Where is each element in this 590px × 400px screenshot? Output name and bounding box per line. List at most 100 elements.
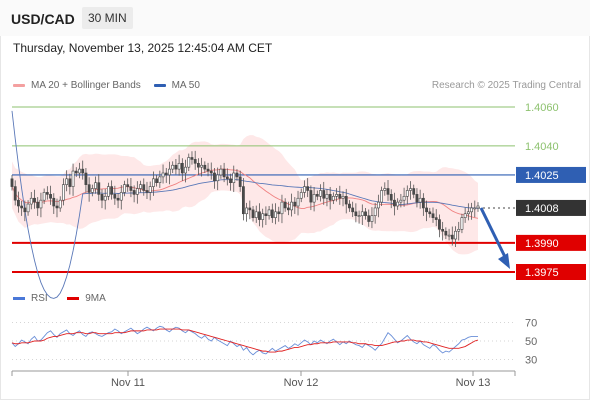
candle-up [460,217,464,230]
rsi-ma-legend-label: 9MA [85,293,106,304]
candle-down [225,176,229,180]
candle-up [373,207,377,217]
forecast-arrow-head-icon [498,253,510,269]
candle-down [415,194,419,203]
ma20-swatch-icon [13,83,25,87]
candle-down [164,172,168,176]
candle-up [39,199,43,209]
candle-down [132,190,136,195]
symbol-title: USD/CAD [11,11,75,27]
legend-ma20-label: MA 20 + Bollinger Bands [31,80,141,91]
candle-up [290,201,294,211]
candle-up [123,184,126,193]
candle-down [258,211,261,220]
candle-down [100,194,104,201]
candle-down [344,195,348,205]
candle-up [357,215,361,218]
candles [10,150,480,247]
candle-down [434,217,438,220]
candle-down [17,199,20,207]
candle-down [84,172,88,185]
candle-down [251,209,255,218]
candle-down [450,234,454,240]
bollinger-band [12,135,478,255]
candle-up [58,199,62,209]
candle-down [283,201,287,209]
credit-text: Research © 2025 Trading Central [431,80,581,91]
candle-up [184,166,187,174]
candle-down [235,172,239,178]
candle-up [312,194,316,203]
candle-down [81,168,85,174]
candle-down [190,157,194,160]
candle-down [45,192,49,195]
candle-down [309,190,313,203]
candle-down [367,215,371,222]
candle-down [113,194,117,199]
price-legend: MA 20 + Bollinger Bands MA 50 [13,80,210,91]
candle-up [42,192,46,201]
x-tick-label: Nov 11 [111,377,145,389]
candle-down [286,207,290,211]
candle-down [222,168,226,178]
candle-up [139,184,142,189]
level-label-box-1.4008 [516,199,586,216]
candle-down [386,188,390,195]
candle-down [428,211,432,215]
candle-up [71,170,75,187]
candle-down [87,184,91,193]
candle-up [62,184,65,201]
level-label-1.4008: 1.4008 [525,203,559,215]
candle-down [33,197,36,203]
level-label-1.3975: 1.3975 [525,267,559,279]
candle-up [119,192,123,201]
candle-down [277,211,281,215]
candle-up [380,190,383,203]
candle-up [280,201,284,215]
candle-up [319,190,322,197]
candle-down [74,170,78,174]
candle-up [148,186,152,193]
candle-up [171,164,175,170]
candle-down [155,178,159,184]
candle-down [248,207,252,211]
candle-down [348,203,351,209]
candle-down [322,190,326,199]
candle-up [274,211,277,218]
candle-down [129,186,133,191]
candle-up [470,207,473,213]
interval-badge[interactable]: 30 MIN [82,7,133,29]
candle-up [177,162,181,170]
candle-down [238,176,242,187]
candle-down [354,211,358,217]
candle-up [94,182,97,189]
candle-down [306,186,310,191]
rsi-line [11,325,478,356]
candle-up [107,186,110,197]
candle-down [351,207,355,213]
rsi-tick-label-70: 70 [525,318,537,330]
candle-down [20,205,24,209]
candle-down [412,188,416,195]
level-label-1.4060: 1.4060 [525,102,559,114]
candle-up [396,201,400,207]
candle-up [254,211,258,218]
candle-up [161,172,165,178]
candle-up [303,186,306,193]
candle-up [26,203,30,213]
candle-up [402,195,406,201]
rsi-swatch-icon [13,296,25,300]
candle-down [68,178,72,187]
candle-up [245,207,249,215]
candle-down [270,209,274,218]
candle-down [174,164,178,170]
candle-down [213,172,216,182]
candle-up [335,194,338,197]
candle-up [325,194,329,199]
level-label-1.4040: 1.4040 [525,141,559,153]
chart-header: USD/CAD 30 MIN [0,0,590,36]
candle-up [187,157,191,168]
candle-up [473,207,477,210]
level-label-box-1.4025 [516,166,586,183]
candle-up [299,192,303,199]
